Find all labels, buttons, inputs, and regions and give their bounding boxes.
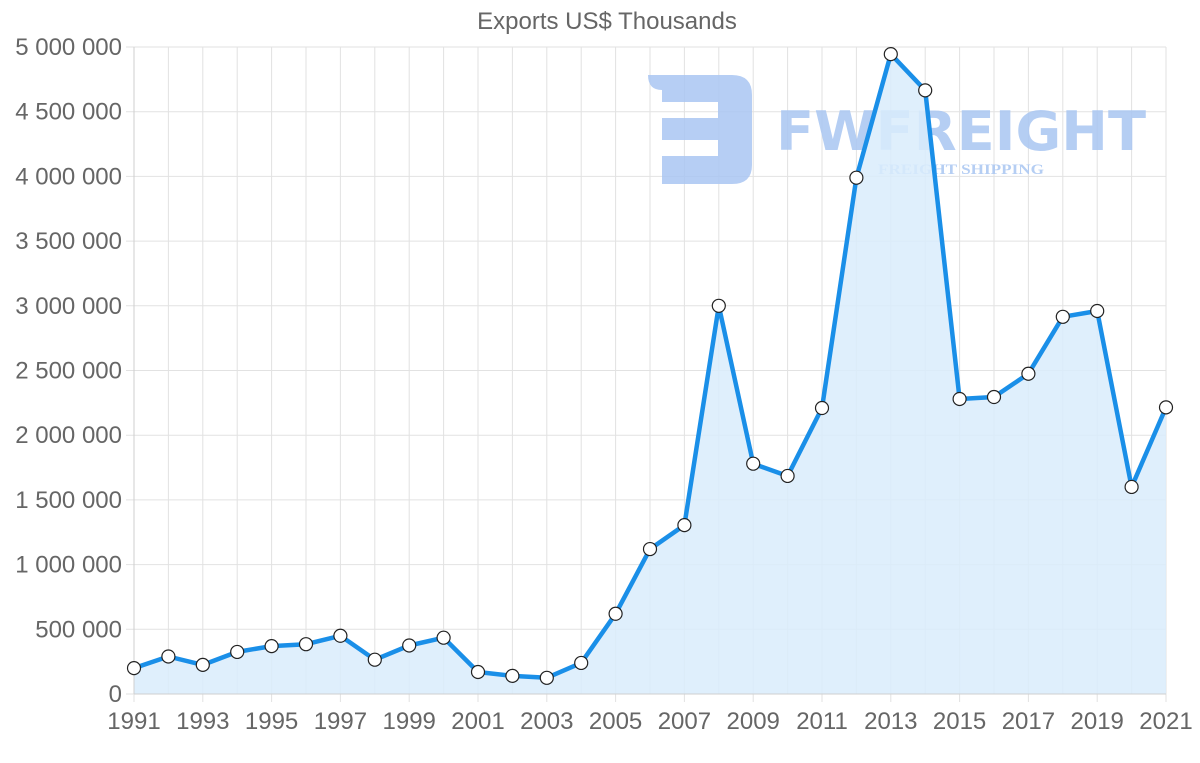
data-point-2016[interactable] [986, 389, 1002, 405]
watermark-brand: FWFREIGHT [776, 100, 1146, 163]
x-tick-label: 2017 [1002, 708, 1055, 735]
data-point-2007[interactable] [677, 518, 692, 533]
data-point-2002[interactable] [505, 668, 520, 683]
x-tick-label: 2015 [933, 708, 986, 735]
x-tick-label: 2021 [1139, 708, 1192, 735]
x-tick-label: 1991 [107, 708, 160, 735]
data-point-2012[interactable] [849, 170, 864, 185]
y-tick-label: 3 000 000 [15, 293, 122, 320]
y-tick-label: 4 500 000 [15, 99, 122, 126]
x-tick-label: 2009 [727, 708, 780, 735]
x-tick-label: 1995 [245, 708, 298, 735]
data-point-2019[interactable] [1090, 303, 1105, 319]
data-point-1991[interactable] [126, 661, 142, 676]
x-tick-label: 2007 [658, 708, 711, 735]
data-point-2010[interactable] [780, 468, 795, 484]
data-point-2003[interactable] [539, 670, 554, 685]
x-tick-label: 2013 [864, 708, 917, 735]
x-tick-label: 1997 [314, 708, 367, 735]
data-point-2009[interactable] [746, 456, 761, 471]
data-point-2017[interactable] [1021, 366, 1036, 381]
data-point-2018[interactable] [1055, 309, 1070, 324]
fwfreight-logo-icon [648, 75, 752, 184]
y-tick-label: 0 [109, 681, 122, 708]
y-axis-ticks: 0 500 000 1 000 000 1 500 000 2 000 000 2 500… [15, 34, 122, 708]
data-point-2013[interactable] [883, 47, 898, 62]
y-tick-label: 1 000 000 [15, 552, 122, 579]
data-point-2008[interactable] [711, 298, 726, 313]
data-point-1998[interactable] [367, 652, 382, 667]
data-point-2015[interactable] [952, 391, 967, 407]
data-point-2005[interactable] [608, 606, 623, 621]
data-point-1996[interactable] [298, 637, 314, 652]
data-point-2006[interactable] [642, 541, 658, 557]
y-tick-label: 4 000 000 [15, 163, 122, 190]
y-tick-label: 1 500 000 [15, 487, 122, 514]
x-tick-label: 2011 [796, 708, 848, 735]
data-points [126, 47, 1174, 685]
y-tick-label: 3 500 000 [15, 228, 122, 255]
x-axis-ticks: 1991 1993 1995 1997 1999 2001 2003 2005 2007 2009… [107, 708, 1192, 735]
data-point-1999[interactable] [402, 638, 417, 653]
y-tick-label: 2 000 000 [15, 422, 122, 449]
y-tick-label: 2 500 000 [15, 358, 122, 385]
x-tick-label: 2003 [520, 708, 573, 735]
data-point-2001[interactable] [470, 664, 486, 680]
x-tick-label: 2005 [589, 708, 642, 735]
data-point-1997[interactable] [333, 628, 348, 643]
x-tick-label: 1993 [176, 708, 229, 735]
x-tick-label: 2001 [451, 708, 504, 735]
data-point-2021[interactable] [1158, 400, 1174, 415]
data-point-2000[interactable] [436, 630, 451, 645]
data-point-1993[interactable] [195, 657, 210, 672]
x-tick-label: 1999 [383, 708, 436, 735]
data-point-1992[interactable] [161, 649, 176, 664]
data-point-2011[interactable] [814, 400, 830, 416]
axes [133, 47, 1166, 695]
chart-title: Exports US$ Thousands [477, 8, 737, 35]
data-point-2004[interactable] [574, 655, 589, 671]
y-tick-label: 5 000 000 [15, 34, 122, 61]
data-point-1995[interactable] [264, 639, 279, 654]
y-tick-label: 500 000 [35, 616, 122, 643]
data-point-2020[interactable] [1124, 479, 1139, 495]
data-point-2014[interactable] [918, 83, 933, 98]
x-tick-label: 2019 [1071, 708, 1124, 735]
area-fill [134, 54, 1166, 695]
data-point-1994[interactable] [230, 644, 245, 660]
